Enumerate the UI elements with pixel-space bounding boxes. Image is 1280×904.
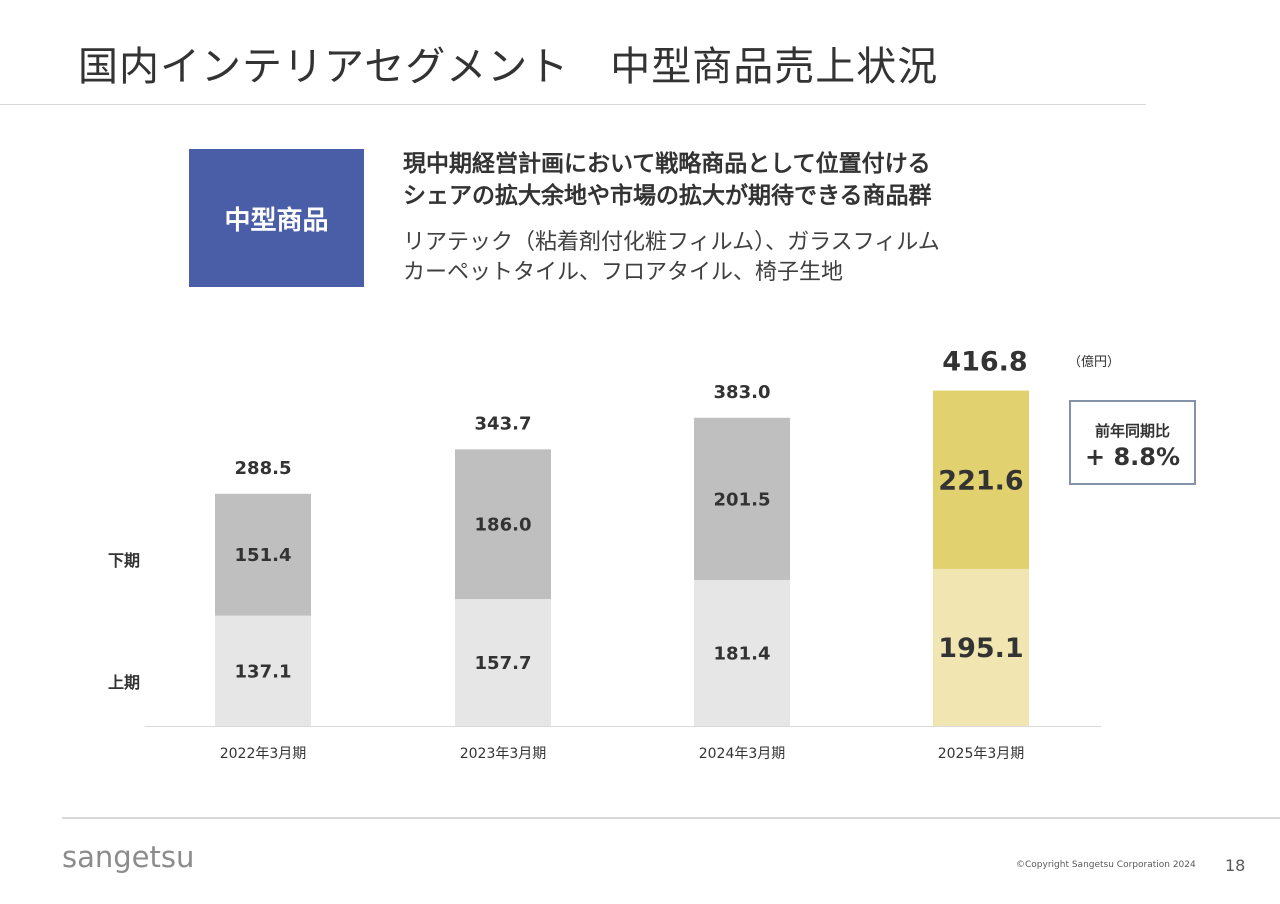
copyright-text: ©Copyright Sangetsu Corporation 2024 <box>1016 860 1196 870</box>
total-label: 416.8 <box>942 347 1027 378</box>
yoy-label: 前年同期比 <box>1094 422 1170 440</box>
bar-label-second-half: 201.5 <box>714 489 771 510</box>
bar-label-first-half: 157.7 <box>475 653 532 674</box>
total-label: 288.5 <box>235 458 292 479</box>
yoy-value: + 8.8% <box>1084 443 1181 471</box>
bar-label-second-half: 221.6 <box>938 465 1023 496</box>
description-line-1: リアテック（粘着剤付化粧フィルム）、ガラスフィルム <box>403 230 940 255</box>
total-label: 383.0 <box>714 382 771 403</box>
total-label: 343.7 <box>475 413 532 434</box>
bar-label-first-half: 195.1 <box>938 633 1023 664</box>
bar-second-half <box>694 417 790 580</box>
footer-divider <box>62 817 1280 819</box>
category-label: 2025年3月期 <box>938 746 1025 762</box>
category-label: 2023年3月期 <box>460 746 547 762</box>
category-label: 2024年3月期 <box>699 746 786 762</box>
bar-label-second-half: 186.0 <box>475 515 532 536</box>
headline-line-2: シェアの拡大余地や市場の拡大が期待できる商品群 <box>403 183 932 209</box>
bar-first-half <box>933 568 1029 726</box>
headline: 現中期経営計画において戦略商品として位置付ける シェアの拡大余地や市場の拡大が期… <box>403 148 1043 212</box>
bar-second-half <box>933 390 1029 569</box>
description-line-2: カーペットタイル、フロアタイル、椅子生地 <box>403 260 844 285</box>
legend-second-half: 下期 <box>108 551 140 570</box>
title-divider <box>0 104 1146 105</box>
legend-first-half: 上期 <box>108 673 140 692</box>
unit-label: （億円） <box>1068 354 1120 370</box>
yoy-box: 前年同期比 + 8.8% <box>1069 400 1196 485</box>
page-number: 18 <box>1225 856 1246 875</box>
bar-first-half <box>455 599 551 726</box>
bar-second-half <box>455 449 551 600</box>
bar-second-half <box>215 493 311 616</box>
product-description: リアテック（粘着剤付化粧フィルム）、ガラスフィルム カーペットタイル、フロアタイ… <box>403 228 1043 288</box>
headline-line-1: 現中期経営計画において戦略商品として位置付ける <box>403 151 931 177</box>
bar-first-half <box>694 579 790 726</box>
bar-label-first-half: 181.4 <box>714 643 771 664</box>
category-label: 2022年3月期 <box>220 746 307 762</box>
page-title: 国内インテリアセグメント 中型商品売上状況 <box>78 44 939 90</box>
bar-label-second-half: 151.4 <box>235 545 292 566</box>
bar-first-half <box>215 615 311 726</box>
bar-label-first-half: 137.1 <box>235 661 292 682</box>
category-badge: 中型商品 <box>189 149 364 287</box>
company-logo: sangetsu <box>62 840 195 874</box>
